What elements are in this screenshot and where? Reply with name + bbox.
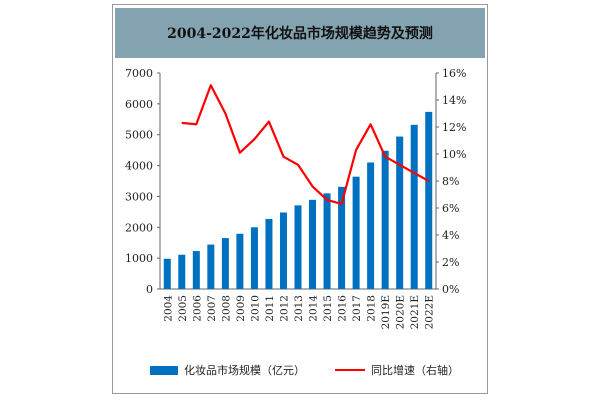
left-tick-label: 2000	[125, 221, 153, 234]
bar-2005	[178, 254, 186, 289]
bar-2007	[207, 244, 215, 289]
bar-2019E	[381, 150, 389, 289]
right-tick-label: 12%	[442, 121, 466, 134]
bar-2011	[265, 218, 273, 289]
legend-label-bar: 化妆品市场规模（亿元）	[184, 364, 305, 377]
x-tick-label: 2007	[206, 295, 218, 322]
left-tick-label: 6000	[125, 98, 153, 111]
x-tick-label: 2015	[322, 295, 334, 322]
right-tick-label: 4%	[442, 229, 459, 242]
x-tick-label: 2018	[366, 295, 378, 322]
chart-title: 2004-2022年化妆品市场规模趋势及预测	[167, 26, 433, 42]
x-tick-label: 2009	[235, 295, 247, 322]
bar-2018	[367, 162, 375, 289]
x-tick-label: 2013	[293, 295, 305, 322]
right-tick-label: 6%	[442, 202, 459, 215]
legend-label-line: 同比增速（右轴）	[371, 364, 459, 377]
legend-swatch-bar	[150, 365, 178, 375]
bar-2020E	[396, 136, 404, 289]
x-tick-label: 2005	[177, 295, 189, 322]
right-tick-label: 16%	[442, 67, 466, 80]
bar-2004	[163, 258, 171, 289]
x-tick-label: 2010	[249, 295, 261, 322]
legend-swatch-line	[335, 369, 365, 371]
bar-2012	[279, 212, 287, 289]
bar-2010	[250, 227, 258, 289]
bar-2017	[352, 176, 360, 289]
right-tick-label: 10%	[442, 148, 466, 161]
bar-2015	[323, 193, 331, 289]
x-tick-label: 2017	[351, 295, 363, 322]
bar-2022E	[425, 111, 433, 289]
right-tick-label: 2%	[442, 256, 459, 269]
growth-rate-line	[181, 84, 430, 205]
left-tick-label: 3000	[125, 190, 153, 203]
x-tick-label: 2014	[308, 295, 320, 322]
left-tick-label: 1000	[125, 252, 153, 265]
left-tick-label: 7000	[125, 67, 153, 80]
x-tick-label: 2004	[162, 295, 174, 322]
x-tick-label: 2012	[278, 295, 290, 322]
bar-2014	[309, 199, 317, 289]
x-tick-label: 2022E	[424, 295, 436, 329]
bar-2009	[236, 233, 244, 289]
x-tick-label: 2008	[220, 295, 232, 322]
bar-2008	[221, 238, 229, 289]
right-tick-label: 0%	[442, 283, 459, 296]
bar-2006	[192, 251, 200, 289]
x-tick-label: 2016	[337, 295, 349, 322]
bar-2016	[338, 186, 346, 289]
bar-2021E	[410, 124, 418, 289]
legend: 化妆品市场规模（亿元） 同比增速（右轴）	[150, 362, 459, 378]
x-tick-label: 2021E	[409, 295, 421, 329]
right-tick-label: 14%	[442, 94, 466, 107]
x-tick-label: 2006	[191, 295, 203, 322]
right-tick-label: 8%	[442, 175, 459, 188]
x-tick-label: 2020E	[395, 295, 407, 329]
left-tick-label: 0	[146, 283, 153, 296]
title-band: 2004-2022年化妆品市场规模趋势及预测	[115, 8, 485, 58]
left-tick-label: 4000	[125, 160, 153, 173]
bar-2013	[294, 205, 302, 289]
x-tick-label: 2011	[264, 295, 276, 322]
x-tick-label: 2019E	[380, 295, 392, 329]
left-tick-label: 5000	[125, 129, 153, 142]
chart-frame	[112, 4, 488, 394]
